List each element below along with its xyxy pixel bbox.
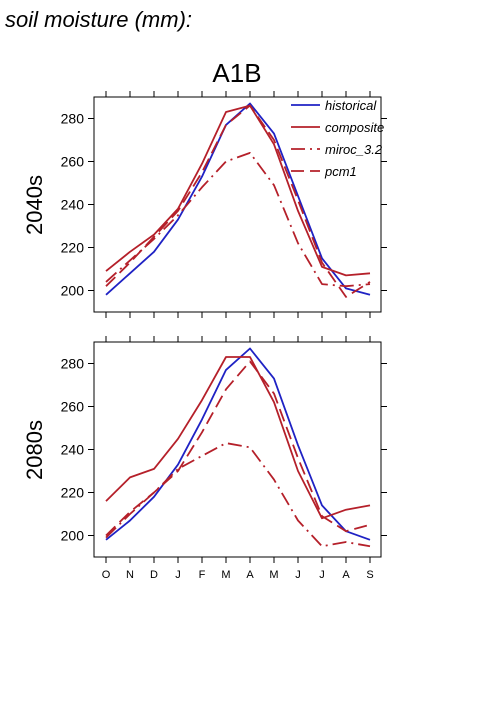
x-tick-label: M bbox=[221, 569, 230, 581]
y-tick-label: 200 bbox=[61, 283, 85, 299]
x-tick-label: N bbox=[126, 569, 134, 581]
y-tick-label: 240 bbox=[61, 442, 85, 458]
legend-label: historical bbox=[325, 98, 377, 113]
y-tick-label: 200 bbox=[61, 528, 85, 544]
x-tick-label: O bbox=[102, 569, 111, 581]
series-line-miroc-3-2 bbox=[105, 151, 371, 288]
chart-legend: historical composite miroc_3.2 pcm1 bbox=[291, 98, 384, 179]
figure-heading: soil moisture (mm): bbox=[5, 7, 192, 32]
x-tick-label: M bbox=[269, 569, 278, 581]
x-tick-label: F bbox=[199, 569, 206, 581]
series-line-historical bbox=[105, 347, 371, 541]
y-tick-label: 220 bbox=[61, 485, 85, 501]
y-tick-label: 220 bbox=[61, 240, 85, 256]
y-tick-label: 280 bbox=[61, 356, 85, 372]
scenario-title: A1B bbox=[212, 58, 261, 88]
y-axis-label: 2040s bbox=[22, 175, 47, 235]
x-tick-label: A bbox=[246, 569, 254, 581]
legend-label: pcm1 bbox=[324, 164, 357, 179]
y-axis-label: 2080s bbox=[22, 420, 47, 480]
x-tick-label: J bbox=[295, 569, 301, 581]
y-tick-label: 260 bbox=[61, 154, 85, 170]
x-tick-label: D bbox=[150, 569, 158, 581]
plot-frame bbox=[93, 341, 382, 558]
legend-label: composite bbox=[325, 120, 384, 135]
x-tick-label: A bbox=[342, 569, 350, 581]
series-line-composite bbox=[105, 356, 371, 520]
x-tick-label: S bbox=[366, 569, 373, 581]
x-tick-label: J bbox=[319, 569, 325, 581]
series-line-miroc-3-2 bbox=[105, 442, 371, 548]
series-line-composite bbox=[105, 104, 371, 277]
chart-panel-2040s: 200 220 240 260 280 2040s bbox=[22, 91, 387, 318]
series-line-pcm1 bbox=[105, 360, 371, 537]
x-tick-label: J bbox=[175, 569, 181, 581]
legend-label: miroc_3.2 bbox=[325, 142, 383, 157]
y-tick-label: 260 bbox=[61, 399, 85, 415]
series-line-pcm1 bbox=[105, 104, 371, 298]
chart-panel-2080s: 200 220 240 260 280 O N D J F M A M J J A S 2080s bbox=[22, 336, 387, 581]
y-tick-label: 240 bbox=[61, 197, 85, 213]
y-tick-label: 280 bbox=[61, 111, 85, 127]
